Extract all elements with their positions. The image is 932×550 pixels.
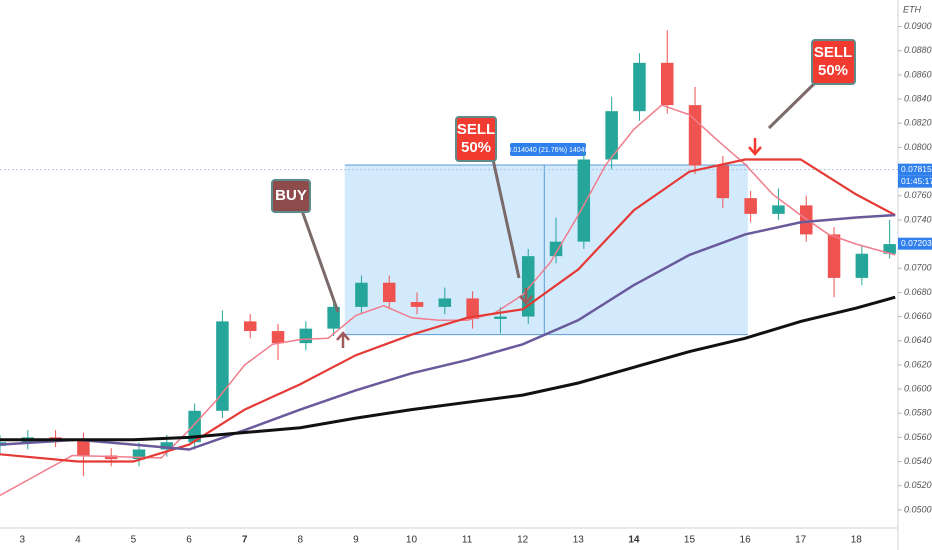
candle-body <box>410 302 424 307</box>
candle-body <box>716 165 730 199</box>
y-tick-label: 0.052000 <box>904 480 932 490</box>
candle-body <box>494 316 507 319</box>
x-tick-label: 5 <box>131 535 137 546</box>
candle-body <box>77 439 90 456</box>
candle-body <box>660 62 674 106</box>
candle-body <box>633 62 646 112</box>
x-tick-label: 8 <box>297 535 303 546</box>
y-tick-label: 0.082000 <box>904 118 932 128</box>
x-tick-label: 12 <box>517 535 529 546</box>
y-tick-label: 0.068000 <box>904 287 932 297</box>
countdown: 01:45:17 <box>901 176 932 186</box>
candle-body <box>549 241 563 257</box>
x-tick-label: 6 <box>186 535 192 546</box>
buy-annotation: BUY <box>271 179 350 348</box>
candle-body <box>438 298 452 307</box>
y-tick-label: 0.056000 <box>904 432 932 442</box>
candle-body <box>605 111 618 160</box>
price-label-box <box>898 163 932 176</box>
sell-arrow <box>519 288 533 305</box>
x-tick-label: 17 <box>795 535 807 546</box>
sell-box <box>455 116 497 162</box>
candle-body <box>466 298 479 319</box>
sell-box <box>811 39 856 85</box>
candle-body <box>355 282 368 307</box>
sell-pointer <box>767 78 820 130</box>
candle-body <box>132 449 146 460</box>
price-label-box <box>898 237 932 250</box>
sell-text: 50% <box>461 139 491 156</box>
countdown-box <box>898 175 932 188</box>
y-tick-label: 0.074000 <box>904 214 932 224</box>
sell-pointer <box>490 154 521 279</box>
candle-body <box>243 321 257 332</box>
y-tick-label: 0.070000 <box>904 263 932 273</box>
price-label: 0.072030 <box>901 238 932 248</box>
sell-text: SELL <box>814 44 852 61</box>
candle-body <box>160 442 174 450</box>
plot-area: 0.014040 (21.76%) 14040 <box>0 30 898 497</box>
y-tick-label: 0.058000 <box>904 408 932 418</box>
ma-line <box>0 295 896 442</box>
candle-body <box>188 410 201 443</box>
y-tick-label: 0.090000 <box>904 21 932 31</box>
buy-arrow <box>336 331 350 348</box>
x-tick-label: 9 <box>353 535 359 546</box>
x-tick-label: 11 <box>462 535 473 546</box>
buy-box <box>271 179 311 213</box>
x-tick-label: 18 <box>851 535 863 546</box>
measure-label-box <box>510 143 586 157</box>
y-tick-label: 0.054000 <box>904 456 932 466</box>
y-tick-label: 0.076000 <box>904 190 932 200</box>
candle-body <box>688 105 702 166</box>
y-tick-label: 0.066000 <box>904 311 932 321</box>
x-tick-label: 7 <box>242 535 248 546</box>
sell-annotation-1: SELL 50% <box>455 116 533 305</box>
y-tick-label: 0.062000 <box>904 359 932 369</box>
x-tick-label: 3 <box>19 535 25 546</box>
candle-body <box>883 244 896 254</box>
candle-body <box>855 253 869 278</box>
candle-body <box>382 282 396 303</box>
ma-line <box>0 213 896 451</box>
sell-text: SELL <box>457 121 495 138</box>
candle-body <box>772 205 785 214</box>
x-tick-label: 16 <box>740 535 752 546</box>
y-tick-label: 0.084000 <box>904 93 932 103</box>
y-tick-label: 0.064000 <box>904 335 932 345</box>
y-tick-label: 0.086000 <box>904 69 932 79</box>
y-tick-label: 0.080000 <box>904 142 932 152</box>
candle-body <box>744 198 757 214</box>
ma-line <box>0 158 896 463</box>
y-tick-label: 0.060000 <box>904 383 932 393</box>
measure-label: 0.014040 (21.76%) 14040 <box>508 147 589 154</box>
x-tick-label: 15 <box>684 535 696 546</box>
sell-annotation-2: SELL 50% <box>748 39 856 156</box>
candle-body <box>799 205 813 235</box>
candle-body <box>104 455 118 460</box>
y-tick-label: 0.088000 <box>904 45 932 55</box>
x-tick-label: 13 <box>573 535 585 546</box>
x-tick-label: 4 <box>75 535 81 546</box>
candle-body <box>577 159 591 242</box>
buy-pointer <box>298 204 340 313</box>
buy-text: BUY <box>275 187 307 204</box>
axis-unit: ETH <box>903 4 922 14</box>
candle-body <box>271 331 285 344</box>
measure-box <box>344 165 748 335</box>
x-tick-label: 14 <box>628 535 640 546</box>
price-label: 0.078158 <box>901 164 932 174</box>
candle-body <box>299 328 313 344</box>
sell-text: 50% <box>818 62 848 79</box>
y-tick-label: 0.050000 <box>904 504 932 514</box>
candle-body <box>827 234 841 278</box>
x-tick-label: 10 <box>406 535 418 546</box>
sell-arrow <box>748 138 762 156</box>
